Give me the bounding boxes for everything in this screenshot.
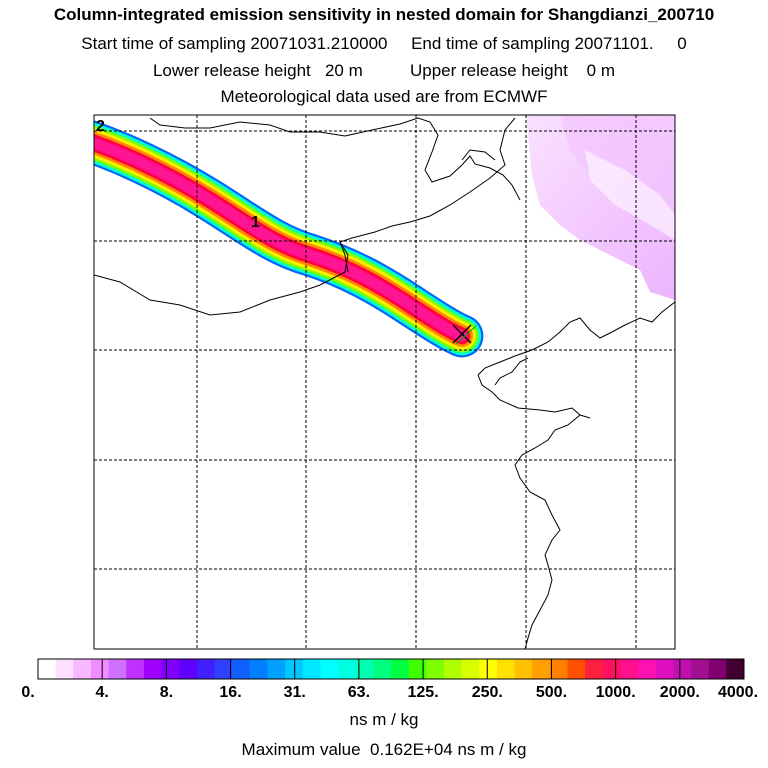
colorbar-cell — [408, 659, 427, 679]
colorbar-units: ns m / kg — [349, 710, 419, 729]
colorbar-cell — [549, 659, 568, 679]
colorbar-cell — [373, 659, 392, 679]
colorbar-cell — [673, 659, 692, 679]
plume-core — [94, 138, 467, 341]
label-one: 1 — [251, 214, 260, 231]
colorbar-cell — [479, 659, 498, 679]
colorbar-cell — [179, 659, 198, 679]
colorbar-cell — [355, 659, 374, 679]
colorbar-cell — [426, 659, 445, 679]
label-two: 2 — [96, 118, 105, 135]
colorbar-tick-label: 16. — [219, 684, 242, 701]
receptor-x-marker-outline — [455, 325, 477, 345]
colorbar-cell — [391, 659, 410, 679]
colorbar-cell — [638, 659, 657, 679]
colorbar-cell — [585, 659, 604, 679]
maximum-value-text: Maximum value 0.162E+04 ns m / kg — [241, 740, 527, 759]
colorbar-tick-label: 31. — [283, 684, 306, 701]
low-sensitivity-gap — [585, 150, 675, 240]
colorbar-tick-label: 0. — [21, 684, 35, 701]
colorbar-tick-label: 2000. — [659, 684, 700, 701]
colorbar-cell — [655, 659, 674, 679]
colorbar-cell — [55, 659, 74, 679]
colorbar-cell — [38, 659, 57, 679]
colorbar-cell — [602, 659, 621, 679]
colorbar-tick-label: 4000. — [717, 684, 759, 701]
colorbar-tick-label: 4. — [95, 684, 109, 701]
colorbar-cell — [691, 659, 710, 679]
colorbar-cell — [214, 659, 233, 679]
colorbar-cell — [161, 659, 180, 679]
colorbar-cell — [73, 659, 92, 679]
colorbar-tick-label: 63. — [347, 684, 371, 701]
colorbar-cells — [38, 659, 745, 679]
colorbar-cell — [285, 659, 304, 679]
colorbar-cell — [514, 659, 533, 679]
colorbar-cell — [126, 659, 145, 679]
map-frame — [93, 114, 676, 650]
coastlines — [94, 117, 675, 649]
colorbar-tick-label: 8. — [159, 684, 174, 701]
colorbar-cell — [196, 659, 215, 679]
colorbar-cell — [232, 659, 251, 679]
lat-lon-grid — [94, 115, 675, 649]
colorbar-cell — [302, 659, 321, 679]
colorbar-cell — [143, 659, 162, 679]
colorbar-cell — [620, 659, 639, 679]
colorbar-cell — [708, 659, 727, 679]
colorbar-tick-label: 250. — [471, 684, 503, 701]
map-title: Column-integrated emission sensitivity i… — [53, 5, 715, 24]
colorbar-frame — [37, 658, 745, 680]
sampling-time-line: Start time of sampling 20071031.210000 E… — [81, 34, 687, 53]
release-height-line: Lower release height 20 m Upper release … — [152, 61, 616, 80]
colorbar-cell — [443, 659, 462, 679]
colorbar-cell — [90, 659, 109, 679]
colorbar-cell — [320, 659, 339, 679]
colorbar-tick-label: 1000. — [595, 684, 636, 701]
colorbar-cell — [496, 659, 515, 679]
met-data-line: Meteorological data used are from ECMWF — [220, 87, 548, 106]
colorbar-tick-label: 125. — [407, 684, 439, 701]
colorbar-cell — [532, 659, 551, 679]
colorbar-cell — [726, 659, 745, 679]
receptor-x-marker — [452, 324, 472, 344]
colorbar-cell — [108, 659, 127, 679]
colorbar-cell — [567, 659, 586, 679]
colorbar-major-ticks — [101, 659, 681, 679]
colorbar-cell — [338, 659, 357, 679]
emission-plume — [94, 120, 484, 358]
colorbar-cell — [267, 659, 286, 679]
colorbar-tick-label: 500. — [535, 684, 568, 701]
colorbar-cell — [461, 659, 480, 679]
colorbar-cell — [249, 659, 268, 679]
